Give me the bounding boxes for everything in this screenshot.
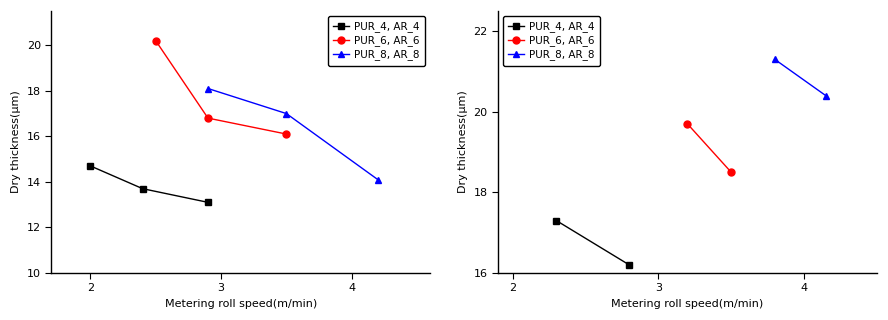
PUR_8, AR_8 bbox=[202, 87, 213, 91]
X-axis label: Metering roll speed(m/min): Metering roll speed(m/min) bbox=[164, 299, 317, 309]
PUR_6, AR_6 bbox=[725, 170, 736, 174]
PUR_8, AR_8 bbox=[821, 94, 831, 98]
PUR_6, AR_6 bbox=[682, 122, 693, 126]
Y-axis label: Dry thickness(μm): Dry thickness(μm) bbox=[458, 91, 468, 193]
Legend: PUR_4, AR_4, PUR_6, AR_6, PUR_8, AR_8: PUR_4, AR_4, PUR_6, AR_6, PUR_8, AR_8 bbox=[328, 16, 424, 66]
PUR_4, AR_4 bbox=[138, 187, 148, 191]
Line: PUR_4, AR_4: PUR_4, AR_4 bbox=[87, 163, 211, 206]
PUR_8, AR_8 bbox=[770, 58, 781, 61]
Line: PUR_6, AR_6: PUR_6, AR_6 bbox=[152, 37, 289, 138]
PUR_6, AR_6 bbox=[150, 39, 161, 43]
Line: PUR_4, AR_4: PUR_4, AR_4 bbox=[553, 217, 632, 268]
PUR_8, AR_8 bbox=[372, 178, 383, 181]
PUR_4, AR_4 bbox=[624, 263, 635, 267]
PUR_6, AR_6 bbox=[202, 116, 213, 120]
Line: PUR_8, AR_8: PUR_8, AR_8 bbox=[204, 85, 381, 183]
PUR_6, AR_6 bbox=[281, 132, 291, 136]
X-axis label: Metering roll speed(m/min): Metering roll speed(m/min) bbox=[611, 299, 764, 309]
PUR_4, AR_4 bbox=[202, 200, 213, 204]
Line: PUR_8, AR_8: PUR_8, AR_8 bbox=[772, 56, 829, 99]
PUR_8, AR_8 bbox=[281, 112, 291, 116]
PUR_4, AR_4 bbox=[85, 164, 96, 168]
Y-axis label: Dry thickness(μm): Dry thickness(μm) bbox=[12, 91, 21, 193]
PUR_4, AR_4 bbox=[551, 219, 561, 222]
Legend: PUR_4, AR_4, PUR_6, AR_6, PUR_8, AR_8: PUR_4, AR_4, PUR_6, AR_6, PUR_8, AR_8 bbox=[503, 16, 600, 66]
Line: PUR_6, AR_6: PUR_6, AR_6 bbox=[684, 120, 734, 176]
